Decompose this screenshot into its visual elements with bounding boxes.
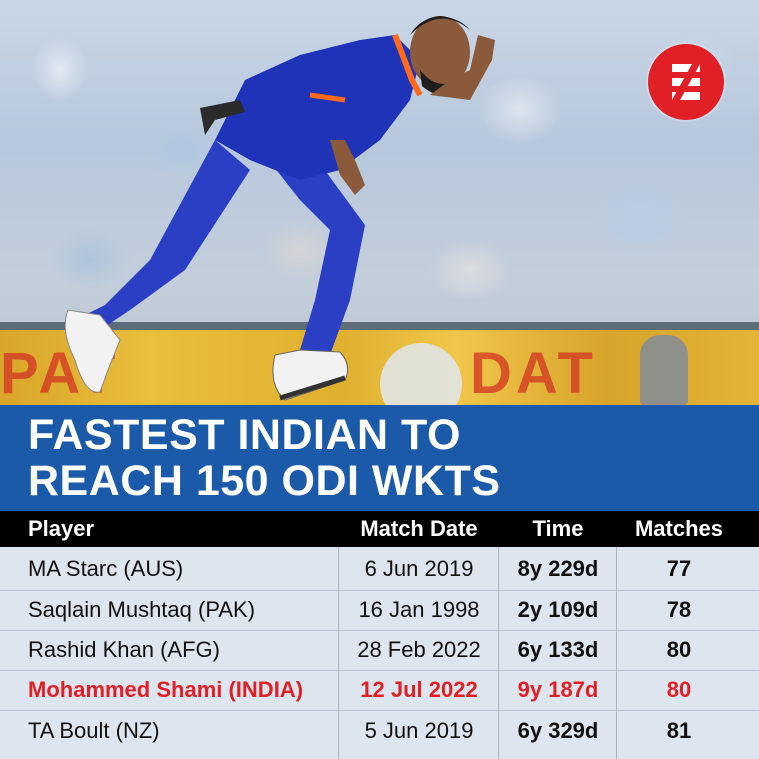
board-text-right: DAT [470,341,597,405]
cell-time: 2y 109d [517,597,599,622]
cell-player: Rashid Khan (AFG) [28,637,220,662]
headline-line-1: FASTEST INDIAN TO [28,411,461,459]
cell-matches: 80 [666,677,692,702]
board-logo-disc [380,343,462,405]
cell-time: 6y 133d [517,637,599,662]
column-divider [498,547,499,759]
cell-match-date: 16 Jan 1998 [358,597,480,622]
table-row: Saqlain Mushtaq (PAK) 16 Jan 1998 2y 109… [0,590,759,630]
table-row-highlighted: Mohammed Shami (INDIA) 12 Jul 2022 9y 18… [0,670,759,710]
row-divider [0,710,759,711]
cell-time: 6y 329d [517,718,599,743]
table-row: MA Starc (AUS) 6 Jun 2019 8y 229d 77 [0,549,759,589]
header-matches: Matches [634,516,724,541]
column-divider [338,547,339,759]
cell-match-date: 5 Jun 2019 [364,718,474,743]
table-header: Player Match Date Time Matches [0,511,759,547]
headline-title: FASTEST INDIAN TO REACH 150 ODI WKTS [28,412,748,504]
row-divider [0,630,759,631]
cell-matches: 81 [666,718,692,743]
cell-matches: 78 [666,597,692,622]
table-body: MA Starc (AUS) 6 Jun 2019 8y 229d 77 Saq… [0,547,759,759]
table-row: TA Boult (NZ) 5 Jun 2019 6y 329d 81 [0,711,759,751]
column-divider [616,547,617,759]
table-row: Rashid Khan (AFG) 28 Feb 2022 6y 133d 80 [0,630,759,670]
advertising-board [0,330,759,405]
row-divider [0,590,759,591]
header-time: Time [532,516,584,541]
bowler-figure [64,16,495,401]
cell-match-date: 6 Jun 2019 [364,556,474,581]
bystander-figure [640,335,688,405]
cell-player: Mohammed Shami (INDIA) [28,677,304,702]
cell-match-date: 12 Jul 2022 [360,677,478,702]
cell-matches: 77 [666,556,692,581]
headline-line-2: REACH 150 ODI WKTS [28,457,501,505]
header-match-date: Match Date [360,516,478,541]
header-player: Player [28,516,95,541]
row-divider [0,670,759,671]
cell-player: Saqlain Mushtaq (PAK) [28,597,256,622]
cell-time: 8y 229d [517,556,599,581]
boundary-board-strip [0,322,759,332]
headline-banner [0,405,759,511]
indian-express-logo-icon [648,44,724,120]
stats-table: Player Match Date Time Matches MA Starc … [0,511,759,759]
cell-player: MA Starc (AUS) [28,556,184,581]
cell-match-date: 28 Feb 2022 [357,637,481,662]
cell-time: 9y 187d [517,677,599,702]
bowler-photo: PAT DAT [0,0,759,405]
cell-matches: 80 [666,637,692,662]
cell-player: TA Boult (NZ) [28,718,160,743]
